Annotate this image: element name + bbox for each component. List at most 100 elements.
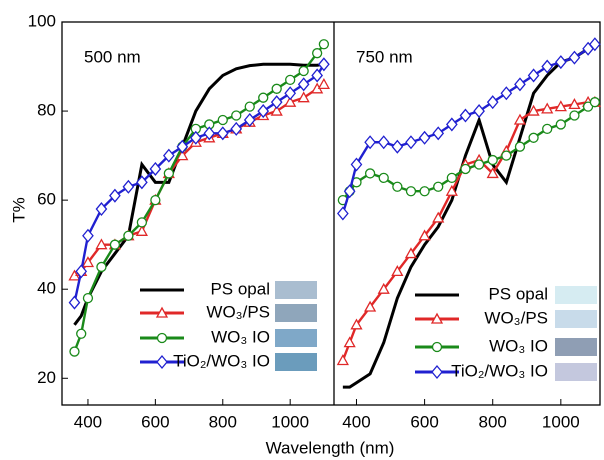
marker (203, 126, 216, 141)
marker (343, 184, 356, 199)
marker (318, 57, 330, 72)
marker (271, 83, 282, 94)
marker (554, 55, 567, 70)
marker (163, 168, 174, 179)
x-tick-label: 600 (141, 412, 169, 431)
marker (392, 181, 403, 192)
marker (487, 154, 498, 166)
marker (176, 139, 189, 154)
marker (76, 328, 87, 339)
series-line (342, 45, 596, 389)
marker (500, 86, 513, 101)
marker (81, 256, 95, 268)
y-tick-label: 60 (37, 190, 56, 209)
marker (123, 230, 134, 241)
marker (528, 132, 539, 143)
marker (513, 113, 527, 125)
marker (446, 172, 457, 184)
marker (343, 336, 356, 348)
panel-annotation: 500 nm (84, 47, 141, 66)
marker (391, 139, 404, 154)
marker (419, 186, 430, 197)
legend-label: WO₃/PS (484, 308, 548, 327)
marker (542, 123, 553, 135)
y-axis-label: T% (9, 197, 28, 223)
marker (568, 50, 581, 65)
marker (216, 126, 229, 141)
marker (270, 104, 283, 116)
legend-swatch (275, 353, 317, 371)
legend-marker (156, 332, 168, 344)
marker (336, 354, 349, 366)
marker (136, 175, 148, 190)
x-tick-label: 400 (74, 412, 102, 431)
legend-label: TiO₂/WO₃ IO (451, 361, 548, 380)
panel-annotation: 750 nm (356, 47, 413, 66)
marker (432, 126, 445, 141)
x-tick-label: 600 (410, 412, 438, 431)
marker (377, 135, 390, 150)
x-tick-label: 1000 (271, 412, 309, 431)
marker (257, 104, 270, 119)
legend-swatch (275, 329, 317, 347)
marker (284, 95, 297, 107)
marker (298, 65, 309, 77)
marker (244, 101, 255, 112)
marker (589, 97, 601, 108)
marker (311, 68, 323, 83)
marker (555, 119, 566, 130)
marker (122, 179, 135, 194)
marker (473, 104, 485, 119)
marker (82, 292, 94, 304)
marker (486, 167, 499, 179)
legend-marker (431, 341, 443, 353)
legend-label: TiO₂/WO₃ IO (173, 351, 270, 370)
marker (350, 157, 363, 172)
marker (568, 98, 581, 110)
marker (162, 148, 175, 163)
marker (297, 91, 310, 103)
marker (514, 141, 526, 152)
legend-marker (431, 364, 443, 380)
marker (363, 300, 377, 312)
marker (75, 264, 88, 279)
y-tick-label: 40 (37, 279, 56, 298)
plot-frame (61, 21, 601, 406)
marker (95, 202, 108, 217)
marker (337, 206, 349, 221)
marker (231, 110, 242, 121)
series-line (73, 63, 325, 303)
marker (501, 150, 512, 161)
x-tick-label: 400 (342, 412, 370, 431)
marker (418, 130, 431, 145)
y-tick-label: 80 (37, 101, 56, 120)
marker (364, 135, 376, 150)
marker (136, 217, 148, 228)
legend-swatch (555, 363, 597, 381)
marker (217, 114, 228, 126)
marker (82, 228, 94, 243)
marker (541, 59, 554, 74)
marker (589, 37, 601, 52)
legend-label: WO₃ IO (489, 336, 548, 355)
marker (364, 168, 376, 179)
marker (433, 181, 444, 192)
marker (96, 261, 107, 273)
y-tick-label: 20 (37, 368, 56, 387)
marker (350, 318, 363, 330)
marker (258, 92, 269, 103)
marker (284, 86, 297, 101)
legend-marker (430, 312, 444, 324)
marker (149, 161, 162, 176)
marker (473, 159, 485, 170)
marker (378, 172, 389, 184)
x-tick-label: 800 (209, 412, 237, 431)
marker (527, 104, 540, 116)
marker (243, 112, 256, 127)
marker (432, 211, 445, 223)
legend-swatch (555, 310, 597, 328)
marker (554, 100, 567, 112)
marker (135, 224, 148, 236)
marker (445, 184, 458, 196)
legend-swatch (275, 304, 317, 322)
